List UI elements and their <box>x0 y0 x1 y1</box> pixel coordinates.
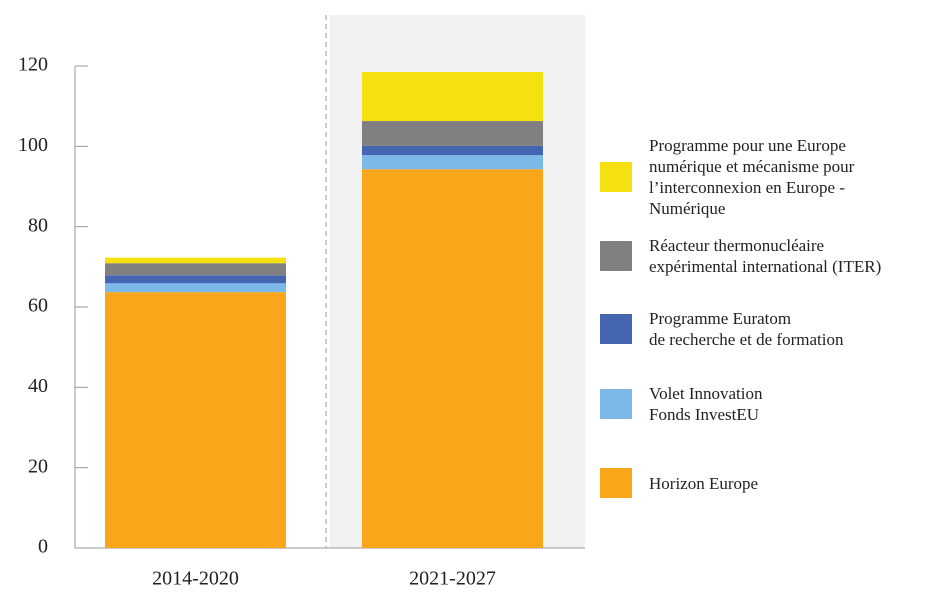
bar-segment <box>105 257 286 264</box>
legend-swatch <box>600 468 632 498</box>
legend-swatch <box>600 389 632 419</box>
bar-segment <box>362 155 543 170</box>
bar-segment <box>362 121 543 146</box>
legend-item: Volet Innovation Fonds InvestEU <box>600 383 762 425</box>
x-tick-label: 2021-2027 <box>409 568 496 590</box>
legend-label: Volet Innovation Fonds InvestEU <box>649 384 763 424</box>
bar-segment <box>105 292 286 548</box>
y-tick-label: 0 <box>38 536 48 558</box>
y-tick-label: 60 <box>28 295 48 317</box>
bar-segment <box>362 145 543 156</box>
legend-swatch <box>600 241 632 271</box>
y-tick-label: 20 <box>28 455 48 477</box>
legend-label: Horizon Europe <box>649 473 759 493</box>
legend-item: Réacteur thermonucléaire expérimental in… <box>600 235 881 277</box>
legend-item: Programme pour une Europe numérique et m… <box>600 135 854 219</box>
y-tick-label: 80 <box>28 214 48 236</box>
legend-swatch <box>600 314 632 344</box>
legend-item: Programme Euratom de recherche et de for… <box>600 308 843 350</box>
legend-label: Programme Euratom de recherche et de for… <box>649 309 844 349</box>
x-tick-label: 2014-2020 <box>152 568 239 590</box>
legend-item: Horizon Europe <box>600 468 758 498</box>
legend-label: Réacteur thermonucléaire expérimental in… <box>649 236 882 276</box>
bar-segment <box>362 72 543 122</box>
y-tick-label: 40 <box>28 375 48 397</box>
legend-swatch <box>600 162 632 192</box>
y-tick-label: 120 <box>18 54 48 76</box>
legend-label: Programme pour une Europe numérique et m… <box>649 136 855 218</box>
bar-segment <box>105 283 286 293</box>
bar-segment <box>362 169 543 548</box>
y-tick-label: 100 <box>18 134 48 156</box>
bar-segment <box>105 263 286 276</box>
bar-segment <box>105 275 286 284</box>
